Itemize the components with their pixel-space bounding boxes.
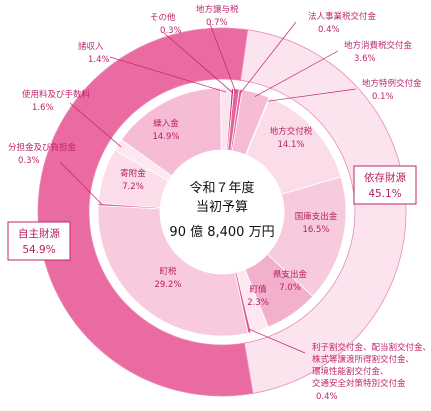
group-box-frame-1 <box>7 221 71 261</box>
leader-line-11 <box>69 102 122 148</box>
leader-line-9 <box>59 161 103 205</box>
center-line-1: 令和７年度 <box>189 180 254 196</box>
slice-pct-9: 0.3% <box>18 156 40 166</box>
slice-label-7-line-3: 交通安全対策特別交付金 <box>312 378 406 389</box>
leader-line-2 <box>268 88 357 102</box>
outer-slice-1 <box>37 27 254 397</box>
slice-label-14: その他 <box>150 12 176 23</box>
slice-pct-5: 7.0% <box>279 283 301 293</box>
center-hole <box>160 150 284 274</box>
slice-label-11: 使用料及び手数料 <box>22 89 91 100</box>
group-pct-1: 54.9% <box>22 244 55 256</box>
group-label-1: 自主財源 <box>18 227 60 240</box>
slice-pct-13: 1.4% <box>88 55 110 65</box>
slice-pct-14: 0.3% <box>160 26 182 36</box>
slice-label-8: 町税 <box>159 266 177 277</box>
leader-line-13 <box>109 56 227 93</box>
center-label: 令和７年度 当初予算 90 億 8,400 万円 <box>169 180 274 240</box>
slice-pct-4: 16.5% <box>302 225 329 235</box>
slice-label-7-line-0: 利子割交付金、配当割交付金、 <box>312 342 431 353</box>
slice-label-7-line-1: 株式等譲渡所得割交付金、 <box>312 354 414 365</box>
slice-label-5: 県支出金 <box>273 269 308 280</box>
slice-label-10: 寄附金 <box>120 168 146 179</box>
slice-pct-12: 14.9% <box>152 132 179 142</box>
slice-label-0: 法人事業税交付金 <box>308 11 377 22</box>
slice-pct-3: 14.1% <box>277 140 304 150</box>
leader-line-15 <box>209 23 237 93</box>
slice-pct-10: 7.2% <box>122 182 144 192</box>
group-box-1: 自主財源 54.9% <box>7 221 71 261</box>
outer-slice-0 <box>240 29 407 394</box>
inner-ring <box>97 87 347 337</box>
center-line-2: 当初予算 <box>196 200 248 215</box>
slice-pct-6: 2.3% <box>247 298 269 308</box>
leader-line-0 <box>239 21 297 94</box>
slice-label-9: 分担金及び負担金 <box>8 142 77 153</box>
slice-pct-7: 0.4% <box>316 392 338 402</box>
slice-pct-11: 1.6% <box>32 103 54 113</box>
slice-pct-0: 0.4% <box>318 25 340 35</box>
slice-labels: 法人事業税交付金 0.4% 地方消費税交付金 3.6% 地方特例交付金 0.1% 地方交付税… <box>7 4 431 402</box>
slice-label-7-line-2: 環境性能割交付金、 <box>312 366 389 377</box>
leader-line-14 <box>163 32 233 93</box>
slice-label-13: 諸収入 <box>78 41 104 52</box>
center-line-3: 90 億 8,400 万円 <box>169 224 274 240</box>
slice-label-15: 地方譲与税 <box>196 4 239 15</box>
group-box-frame-0 <box>353 165 417 205</box>
group-pct-0: 45.1% <box>368 188 401 200</box>
slice-label-4: 国庫支出金 <box>295 211 338 222</box>
slice-label-6: 町債 <box>249 284 267 295</box>
leader-lines <box>59 21 357 354</box>
group-label-0: 依存財源 <box>364 171 406 184</box>
leader-line-1 <box>254 50 339 97</box>
slice-label-12: 繰入金 <box>153 118 179 129</box>
group-box-0: 依存財源 45.1% <box>353 165 417 205</box>
slice-pct-15: 0.7% <box>206 18 228 28</box>
leader-line-7 <box>248 328 306 354</box>
outer-ring <box>37 27 407 397</box>
slice-label-1: 地方消費税交付金 <box>344 40 413 51</box>
slice-pct-8: 29.2% <box>154 280 181 290</box>
slice-label-2: 地方特例交付金 <box>362 78 422 89</box>
slice-pct-1: 3.6% <box>354 54 376 64</box>
slice-pct-2: 0.1% <box>372 92 394 102</box>
slice-label-3: 地方交付税 <box>270 126 313 137</box>
